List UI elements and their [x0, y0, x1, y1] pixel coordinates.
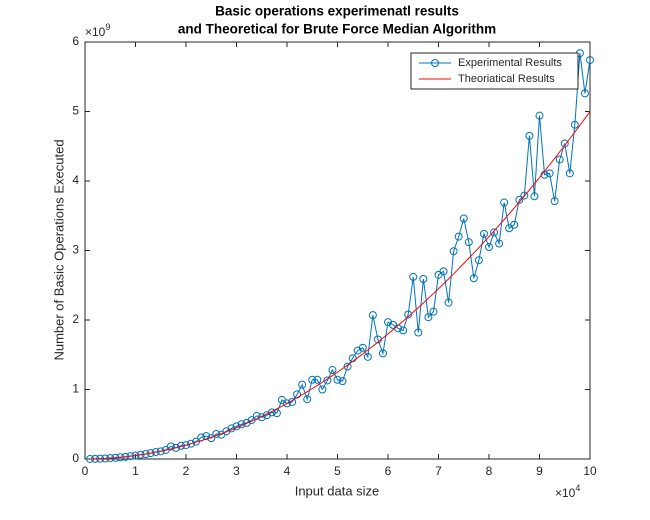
marker	[545, 169, 554, 178]
marker	[485, 243, 493, 252]
marker	[156, 447, 165, 456]
marker	[550, 197, 559, 206]
y-tick-label: 5	[72, 104, 79, 118]
marker	[586, 56, 594, 65]
marker	[459, 214, 468, 223]
x-tick-label: 0	[82, 464, 89, 478]
marker	[182, 441, 190, 450]
x-tick-label: 7	[435, 464, 442, 478]
marker	[525, 131, 534, 140]
marker	[328, 366, 337, 375]
legend-box	[410, 52, 579, 90]
marker	[424, 313, 433, 322]
marker	[490, 228, 499, 237]
series-line	[90, 53, 591, 460]
exponent-base: ×10	[555, 486, 576, 500]
marker	[166, 442, 175, 451]
x-tick-label: 4	[284, 464, 291, 478]
marker	[580, 89, 589, 98]
exponent-power: 4	[575, 483, 580, 493]
marker	[469, 274, 478, 283]
y-tick-label: 6	[72, 34, 79, 48]
legend-label: Experimental Results	[458, 57, 562, 69]
marker	[171, 443, 180, 452]
chart-title: and Theoretical for Brute Force Median A…	[178, 22, 496, 37]
marker	[565, 169, 574, 178]
marker	[535, 111, 544, 120]
legend-label: Theoriatical Results	[458, 73, 555, 85]
marker	[333, 375, 342, 384]
marker	[404, 310, 413, 319]
series-line	[90, 111, 591, 460]
marker	[414, 328, 423, 337]
marker	[510, 220, 519, 229]
marker	[530, 192, 539, 201]
marker	[439, 267, 448, 276]
marker	[202, 432, 211, 441]
marker	[378, 349, 387, 358]
y-tick-label: 3	[72, 243, 79, 257]
marker	[570, 120, 579, 129]
x-tick-label: 9	[536, 464, 543, 478]
y-tick-label: 0	[72, 451, 79, 465]
y-tick-label: 2	[72, 312, 79, 326]
marker	[449, 247, 458, 256]
legend-marker	[431, 59, 439, 67]
marker	[363, 352, 372, 361]
marker	[368, 311, 377, 320]
marker	[454, 232, 463, 241]
marker	[399, 326, 408, 335]
marker	[444, 298, 453, 307]
plot-area	[84, 41, 591, 460]
x-tick-label: 5	[334, 464, 341, 478]
x-tick-label: 3	[233, 464, 240, 478]
marker	[358, 343, 367, 352]
x-tick-label: 6	[385, 464, 392, 478]
marker	[308, 375, 317, 384]
marker	[267, 408, 276, 417]
x-axis-label: Input data size	[295, 483, 380, 498]
x-tick-label: 8	[486, 464, 493, 478]
marker	[474, 256, 483, 265]
marker	[192, 437, 201, 446]
marker	[187, 439, 196, 448]
x-tick-label: 1	[132, 464, 139, 478]
marker	[343, 362, 352, 371]
marker	[419, 274, 428, 283]
y-axis-label: Number of Basic Operations Executed	[51, 139, 66, 360]
exponent-base: ×10	[85, 25, 106, 39]
y-tick-label: 4	[72, 173, 79, 187]
marker	[252, 411, 261, 420]
exponent-power: 9	[105, 22, 110, 32]
x-tick-label: 10	[583, 464, 597, 478]
marker	[272, 409, 281, 418]
marker	[151, 448, 160, 457]
marker	[500, 198, 509, 207]
marker	[560, 139, 569, 148]
marker	[298, 380, 307, 389]
marker	[338, 377, 347, 386]
marker	[303, 395, 312, 404]
marker	[555, 155, 564, 164]
x-tick-label: 2	[183, 464, 190, 478]
marker	[515, 195, 524, 204]
marker	[479, 229, 488, 238]
marker	[429, 307, 438, 316]
marker	[323, 376, 332, 385]
marker	[318, 385, 327, 394]
marker	[283, 399, 291, 408]
marker	[146, 449, 155, 458]
chart-title: Basic operations experimenatl results	[215, 4, 459, 19]
marker	[409, 272, 418, 281]
marker	[495, 239, 504, 248]
y-tick-label: 1	[72, 382, 79, 396]
y-exponent: ×109	[85, 22, 110, 39]
marker	[520, 191, 529, 200]
marker	[257, 413, 266, 422]
marker	[464, 238, 473, 247]
x-exponent: ×104	[555, 483, 580, 500]
marker	[313, 375, 322, 384]
